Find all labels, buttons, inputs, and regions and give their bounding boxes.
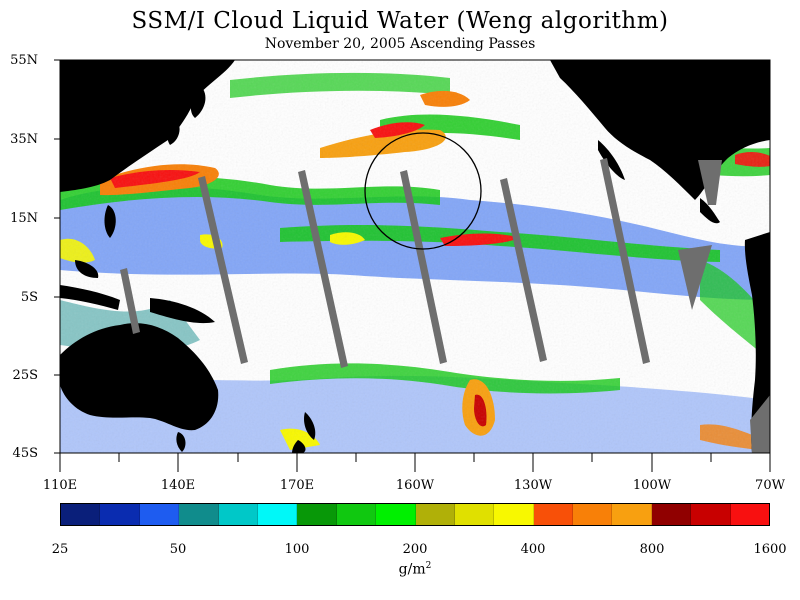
colorbar-tick-400: 400 [520,542,546,557]
lon-label-100w: 100W [632,478,672,493]
colorbar-tick-50: 50 [169,542,187,557]
lat-label-5s: 5S [20,290,38,305]
lon-label-140e: 140E [160,478,196,493]
colorbar-swatch-9 [415,504,455,525]
colorbar-swatch-4 [218,504,258,525]
colorbar-swatch-8 [376,504,416,525]
colorbar-swatch-10 [454,504,495,525]
map-subtitle: November 20, 2005 Ascending Passes [264,36,536,52]
colorbar-tick-25: 25 [51,542,69,557]
lat-ticks [54,59,60,454]
colorbar-swatch-13 [573,504,613,525]
lon-label-160w: 160W [395,478,435,493]
lon-label-130w: 130W [513,478,553,493]
colorbar-tick-1600: 1600 [753,542,787,557]
colorbar-swatch-7 [336,504,377,525]
colorbar-swatch-12 [533,504,574,525]
units-superscript: 2 [425,561,432,571]
colorbar-swatch-14 [612,504,652,525]
colorbar [60,503,770,526]
lon-ticks [59,453,771,472]
colorbar-swatch-17 [730,504,770,525]
lon-label-70w: 70W [755,478,785,493]
colorbar-units: g/m2 [0,561,800,578]
swath-gaps [120,158,770,453]
colorbar-swatch-5 [257,504,298,525]
lon-label-110e: 110E [42,478,78,493]
map-title: SSM/I Cloud Liquid Water (Weng algorithm… [131,8,669,34]
colorbar-swatch-6 [297,504,337,525]
colorbar-tick-200: 200 [402,542,428,557]
colorbar-tick-800: 800 [639,542,665,557]
colorbar-swatch-16 [691,504,731,525]
lon-label-170e: 170E [279,478,315,493]
lat-label-45s: 45S [12,446,38,461]
colorbar-swatch-15 [651,504,692,525]
lat-label-25s: 25S [12,368,38,383]
lat-label-55n: 55N [10,53,38,68]
colorbar-swatch-1 [100,504,140,525]
colorbar-swatch-3 [179,504,219,525]
lat-label-35n: 35N [10,132,38,147]
colorbar-swatch-2 [139,504,180,525]
lat-label-15n: 15N [10,211,38,226]
colorbar-swatch-11 [494,504,534,525]
colorbar-tick-100: 100 [284,542,310,557]
highlight-circle [364,132,482,250]
units-text: g/m [398,561,426,578]
colorbar-swatch-0 [61,504,101,525]
